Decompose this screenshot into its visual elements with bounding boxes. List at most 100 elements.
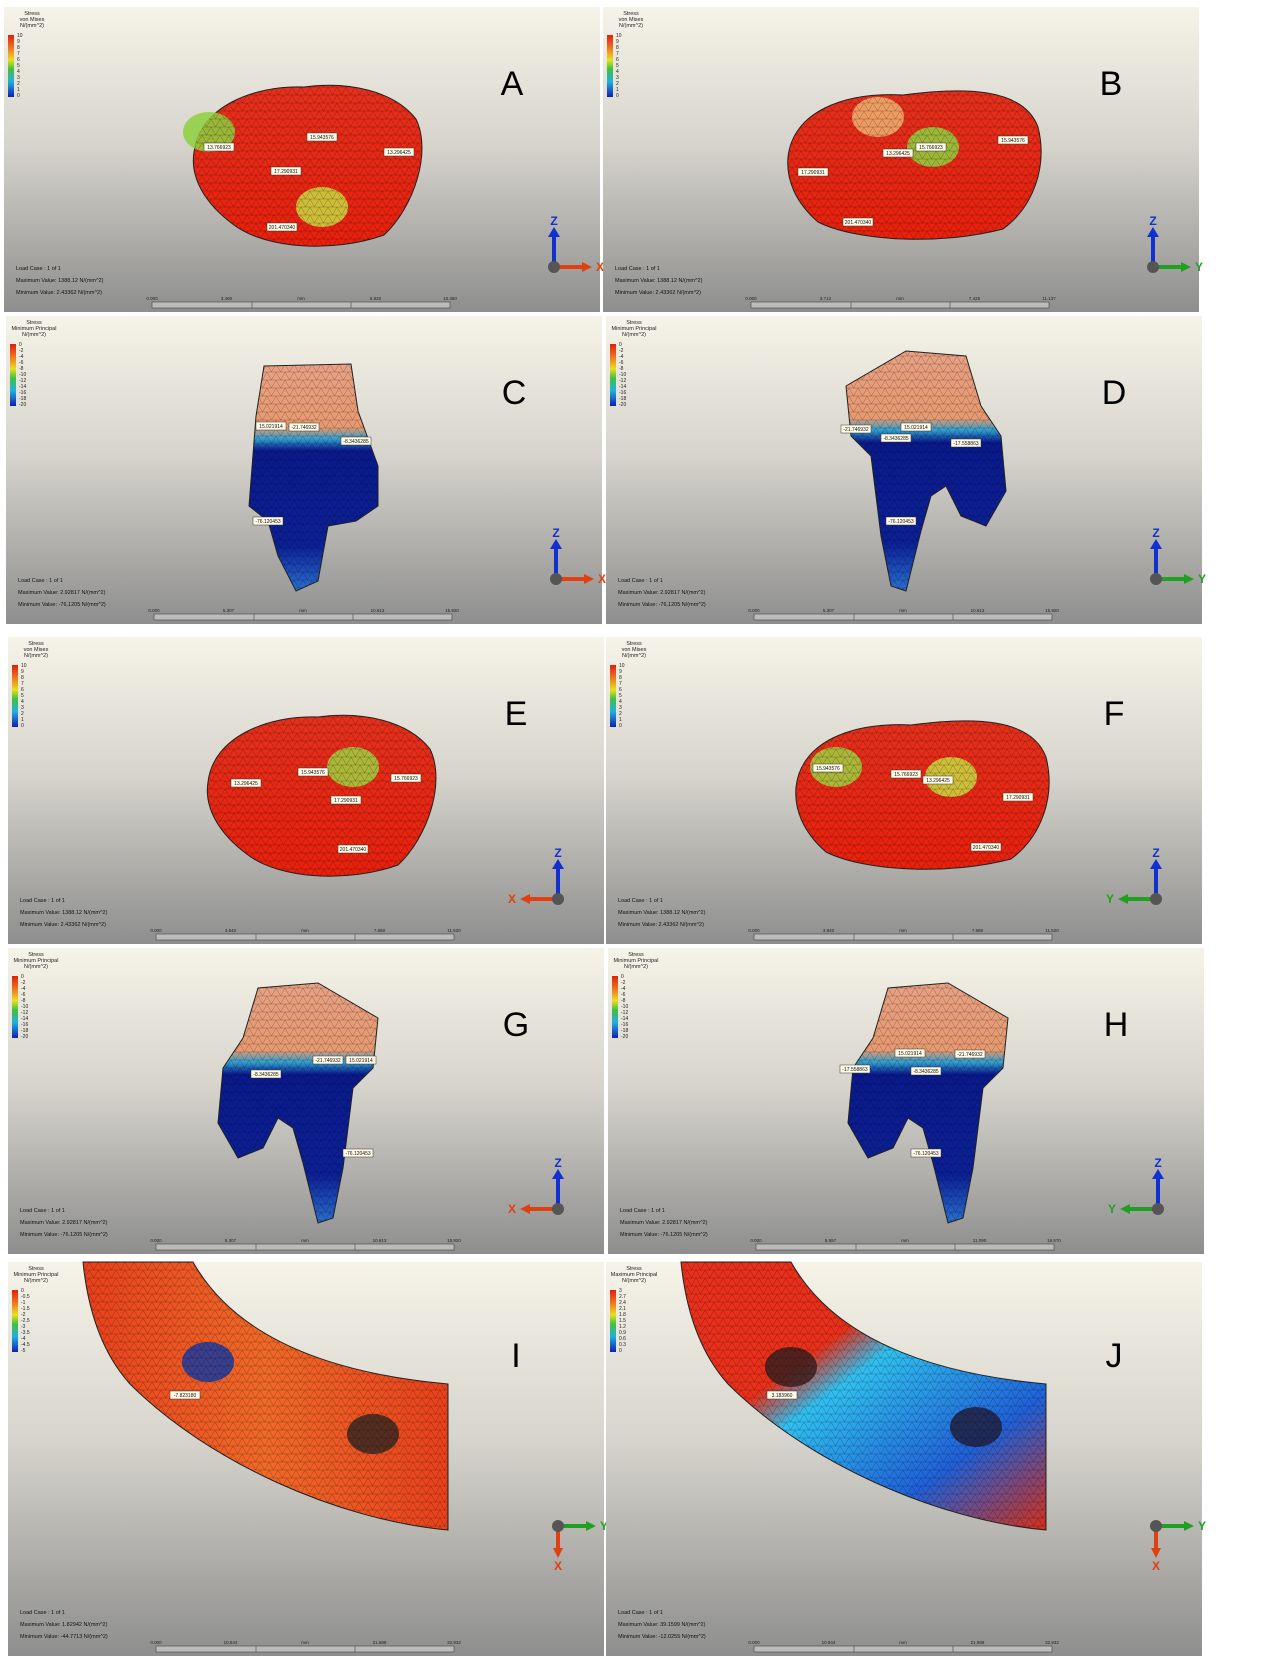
mesh-model	[788, 91, 1041, 239]
legend-colorbar	[12, 1290, 18, 1352]
scale-bar	[751, 302, 1049, 308]
legend-tick-label: 0	[17, 93, 20, 99]
scale-bar	[156, 1646, 454, 1652]
scale-tick-label: 15.920	[445, 608, 459, 613]
probe-label: -17.558863	[953, 441, 979, 447]
scale-tick-label: 0.000	[748, 1640, 760, 1645]
scale-tick-label: 7.680	[972, 928, 984, 933]
axis-label: Z	[550, 214, 557, 228]
scale-tick-label: 11.520	[447, 928, 461, 933]
probe-label: 17.290931	[334, 798, 358, 804]
legend-tick-label: -20	[619, 402, 626, 408]
info-text: Load Case : 1 of 1	[620, 1208, 665, 1214]
probe-label: 15.943576	[310, 135, 334, 141]
probe-label: -8.3436285	[343, 439, 369, 445]
scale-tick-label: 21.888	[971, 1640, 985, 1645]
legend-title: N/(mm^2)	[622, 1278, 646, 1284]
scale-tick-label: 6.920	[370, 296, 382, 301]
scale-tick-label: 5.307	[225, 1238, 237, 1243]
probe-label: 13.296425	[234, 781, 258, 787]
scale-tick-label: 21.888	[373, 1640, 387, 1645]
probe-label: 15.766923	[394, 776, 418, 782]
legend-tick-label: 0	[619, 1348, 622, 1354]
legend-tick-label: 0	[21, 723, 24, 729]
scale-tick-label: mm	[297, 296, 305, 301]
legend-colorbar	[610, 1290, 616, 1352]
axis-label: Z	[554, 846, 561, 860]
scale-tick-label: 0.000	[148, 608, 160, 613]
legend-colorbar	[10, 344, 16, 406]
probe-label: 13.296425	[886, 151, 910, 157]
probe-label: -76.120453	[888, 519, 914, 525]
scale-tick-label: 32.832	[1045, 1640, 1059, 1645]
axis-origin	[1152, 1203, 1164, 1215]
probe-label: 13.296425	[926, 778, 950, 784]
probe-label: -76.120453	[345, 1151, 371, 1157]
legend-colorbar	[610, 344, 616, 406]
panel-letter: E	[505, 695, 528, 733]
info-text: Maximum Value: 1388.12 N/(mm^2)	[615, 278, 703, 284]
scale-tick-label: 0.000	[146, 296, 158, 301]
scale-tick-label: mm	[899, 1640, 907, 1645]
scale-tick-label: 0.000	[150, 1238, 162, 1243]
scale-tick-label: 7.425	[969, 296, 981, 301]
scale-tick-label: 0.000	[150, 928, 162, 933]
panel: Stressvon MisesN/(mm^2)10987654321013.29…	[8, 637, 604, 944]
panel-letter: G	[503, 1006, 529, 1044]
axis-origin	[1150, 573, 1162, 585]
axis-label: Y	[1106, 892, 1114, 906]
panel-letter: I	[511, 1337, 520, 1375]
probe-label: 3.183960	[772, 1393, 793, 1399]
info-text: Maximum Value: 1.82942 N/(mm^2)	[20, 1622, 108, 1628]
probe-label: -7.823180	[174, 1393, 197, 1399]
info-text: Load Case : 1 of 1	[618, 1610, 663, 1616]
probe-label: -76.120453	[255, 519, 281, 525]
scale-tick-label: 11.090	[973, 1238, 987, 1243]
axis-origin	[552, 893, 564, 905]
scale-tick-label: mm	[301, 1238, 309, 1243]
panel: Stressvon MisesN/(mm^2)10987654321017.29…	[603, 7, 1203, 312]
scale-tick-label: 10.613	[373, 1238, 387, 1243]
legend-colorbar	[12, 665, 18, 727]
figure: Stressvon MisesN/(mm^2)10987654321013.76…	[0, 0, 1271, 1657]
info-text: Minimum Value: -76.1205 N/(mm^2)	[618, 602, 706, 608]
panel-letter: A	[501, 65, 524, 103]
legend-title: N/(mm^2)	[624, 964, 648, 970]
scale-tick-label: 3.840	[823, 928, 835, 933]
probe-label: -17.558863	[842, 1067, 868, 1073]
probe-label: -21.746932	[957, 1052, 983, 1058]
scale-tick-label: 0.000	[150, 1640, 162, 1645]
probe-label: 201.470340	[269, 225, 296, 231]
probe-label: 15.021914	[904, 425, 928, 431]
info-text: Load Case : 1 of 1	[615, 266, 660, 272]
axis-label: X	[598, 572, 606, 586]
probe-label: 15.943576	[1001, 138, 1025, 144]
info-text: Minimum Value: 2.43362 N/(mm^2)	[16, 290, 102, 296]
legend-tick-label: 0	[616, 93, 619, 99]
probe-label: 13.766923	[207, 145, 231, 151]
scale-tick-label: 15.920	[447, 1238, 461, 1243]
axis-label: Z	[1154, 1156, 1161, 1170]
scale-tick-label: 5.557	[825, 1238, 837, 1243]
axis-label: Z	[1152, 526, 1159, 540]
axis-label: Z	[1152, 846, 1159, 860]
panel: Stressvon MisesN/(mm^2)10987654321013.76…	[4, 7, 604, 312]
axis-origin	[1147, 261, 1159, 273]
scale-tick-label: 11.520	[1045, 928, 1059, 933]
scale-tick-label: 0.000	[748, 928, 760, 933]
axis-label: X	[554, 1559, 562, 1573]
axis-origin	[552, 1203, 564, 1215]
info-text: Maximum Value: 1388.12 N/(mm^2)	[16, 278, 104, 284]
panel: StressMinimum PrincipalN/(mm^2)0-2-4-6-8…	[608, 948, 1204, 1254]
probe-label: 201.470340	[845, 220, 872, 226]
axis-label: Z	[1149, 214, 1156, 228]
info-text: Load Case : 1 of 1	[18, 578, 63, 584]
scale-bar	[754, 934, 1052, 940]
panel: StressMaximum PrincipalN/(mm^2)32.72.42.…	[606, 1262, 1206, 1656]
scale-tick-label: mm	[899, 928, 907, 933]
panel: StressMinimum PrincipalN/(mm^2)0-0.5-1-1…	[8, 1262, 608, 1656]
scale-tick-label: 32.832	[447, 1640, 461, 1645]
info-text: Maximum Value: 1388.12 N/(mm^2)	[20, 910, 108, 916]
probe-label: 201.470340	[340, 847, 367, 853]
probe-label: 15.021914	[349, 1058, 373, 1064]
